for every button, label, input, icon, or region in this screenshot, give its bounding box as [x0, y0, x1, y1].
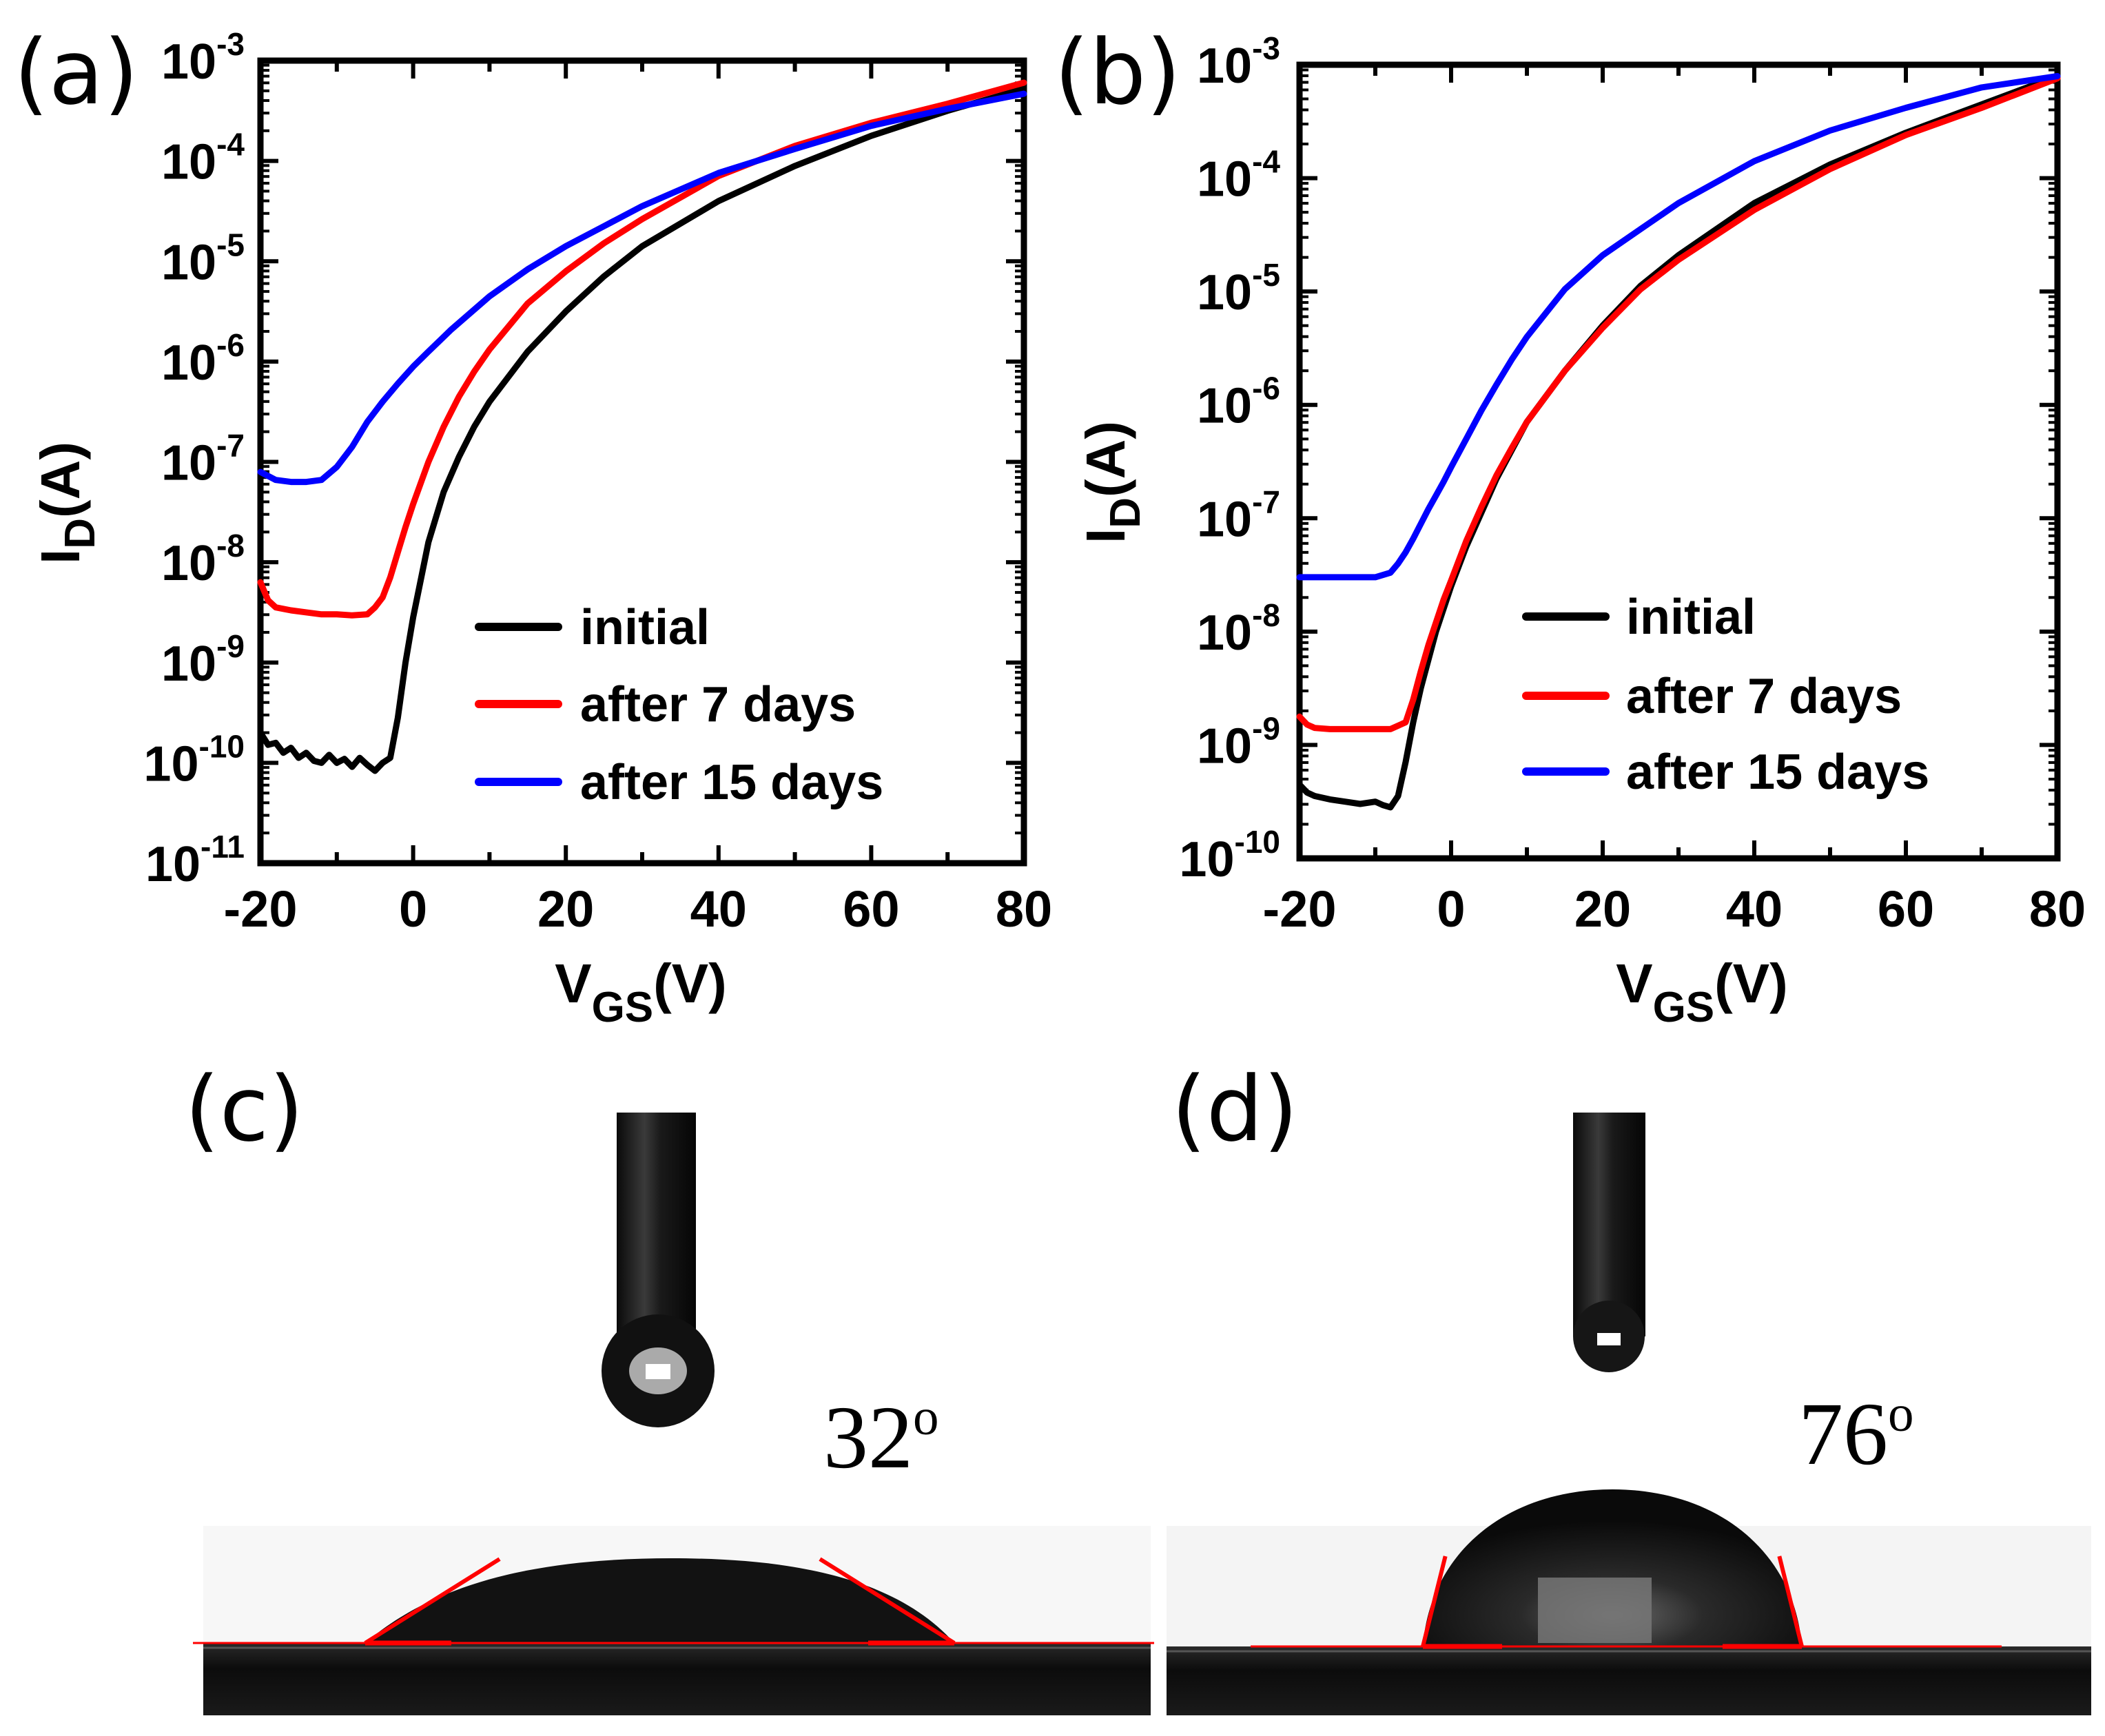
substrate-c: [203, 1643, 1151, 1715]
plot-frame-a: [257, 57, 1027, 867]
contact-angle-photo-d: (d) 76o: [1167, 1057, 2091, 1715]
y-tick-label: 10-7: [161, 428, 245, 491]
series-line-after-7-days: [257, 79, 1027, 619]
y-tick-label: 10-8: [161, 528, 245, 591]
tangent-line-left: [1421, 1556, 1448, 1647]
legend-label-initial-a: initial: [580, 600, 710, 655]
series-group-b: [1296, 73, 2061, 811]
y-tick-label: 10-10: [1179, 824, 1280, 887]
pendant-drop-highlight-c: [646, 1364, 670, 1379]
y-tick-label: 10-3: [1197, 30, 1280, 94]
x-tick-label: 60: [843, 880, 899, 938]
x-tick-label: 60: [1878, 880, 1934, 938]
chart-panel-a: (a) 10-310-410-510-610-710-810-910-1010-…: [14, 20, 1052, 1031]
needle-d: [1573, 1113, 1645, 1336]
tick-marks-a: [258, 59, 1026, 865]
y-axis-title-a: ID(A): [30, 442, 104, 564]
y-tick-label: 10-6: [1197, 371, 1280, 434]
y-tick-labels-b: 10-3 10-4 10-5 10-6 10-7 10-8 10-9 10-10: [1179, 30, 1280, 887]
sessile-drop-d: [1423, 1489, 1802, 1646]
x-tick-label: 40: [1726, 880, 1783, 938]
series-line-after-15-days: [257, 90, 1027, 486]
legend-label-15days-a: after 15 days: [580, 755, 883, 810]
y-tick-label: 10-11: [145, 829, 245, 892]
y-tick-label: 10-7: [1197, 484, 1280, 547]
x-tick-label: 80: [996, 880, 1052, 938]
legend-label-initial-b: initial: [1626, 590, 1756, 645]
x-tick-label: 0: [399, 880, 427, 938]
legend-label-7days-a: after 7 days: [580, 677, 856, 732]
tangent-lines-d: [1251, 1556, 2002, 1649]
x-axis-title-b: VGS(V): [1616, 953, 1788, 1031]
x-tick-label: 80: [2029, 880, 2086, 938]
tangent-line-right: [1777, 1556, 1804, 1647]
sessile-drop-reflection-d: [1538, 1578, 1652, 1643]
tangent-line-left: [364, 1557, 501, 1645]
contact-angle-value-d: 76o: [1798, 1385, 1914, 1484]
panel-label-b: (b): [1054, 20, 1181, 125]
contact-angle-photo-c: (c) 32o: [185, 1057, 1154, 1715]
y-axis-title-b: ID(A): [1075, 421, 1149, 544]
substrate-d: [1167, 1646, 2091, 1715]
y-tick-label: 10-3: [161, 26, 245, 90]
y-tick-label: 10-10: [143, 728, 245, 792]
legend-label-7days-b: after 7 days: [1626, 669, 1902, 724]
needle-tip-highlight-d: [1597, 1333, 1621, 1345]
x-tick-label: 0: [1437, 880, 1465, 938]
series-line-initial: [257, 85, 1027, 774]
x-tick-label: -20: [224, 880, 298, 938]
panel-label-c: (c): [185, 1057, 304, 1161]
series-line-after-15-days: [1296, 73, 2061, 581]
x-tick-labels-b: -20 0 20 40 60 80: [1263, 880, 2086, 938]
tangent-line-right: [819, 1557, 956, 1645]
legend-b: initial after 7 days after 15 days: [1522, 590, 1929, 800]
legend-label-15days-b: after 15 days: [1626, 745, 1929, 800]
x-axis-title-a: VGS(V): [555, 953, 727, 1031]
y-tick-labels-a: 10-3 10-4 10-5 10-6 10-7 10-8 10-9 10-10 10-11: [143, 26, 245, 892]
tangent-lines-c: [193, 1557, 1154, 1646]
y-tick-label: 10-9: [161, 628, 245, 692]
y-tick-label: 10-8: [1197, 597, 1280, 661]
y-tick-label: 10-9: [1197, 710, 1280, 774]
y-tick-label: 10-5: [161, 227, 245, 290]
legend-a: initial after 7 days after 15 days: [475, 600, 883, 810]
panel-label-d: (d): [1171, 1057, 1298, 1161]
y-tick-label: 10-4: [1197, 144, 1280, 207]
x-tick-label: -20: [1263, 880, 1337, 938]
y-tick-label: 10-6: [161, 327, 245, 391]
series-line-after-7-days: [1296, 75, 2061, 732]
contact-angle-value-c: 32o: [823, 1388, 939, 1487]
y-tick-label: 10-4: [161, 127, 245, 190]
sessile-drop-c: [365, 1558, 954, 1643]
series-group-a: [257, 79, 1027, 774]
tick-marks-b: [1297, 63, 2060, 860]
x-tick-labels-a: -20 0 20 40 60 80: [224, 880, 1053, 938]
plot-frame-b: [1296, 61, 2061, 862]
x-tick-label: 40: [690, 880, 747, 938]
x-tick-label: 20: [1574, 880, 1631, 938]
needle-c: [617, 1113, 696, 1333]
chart-panel-b: (b) 10-3 10-4 10-5 10-6 10-7 10-8 10-9 10-10 -2…: [1054, 20, 2086, 1031]
x-tick-label: 20: [537, 880, 594, 938]
panel-label-a: (a): [14, 20, 138, 125]
y-tick-label: 10-5: [1197, 257, 1280, 320]
